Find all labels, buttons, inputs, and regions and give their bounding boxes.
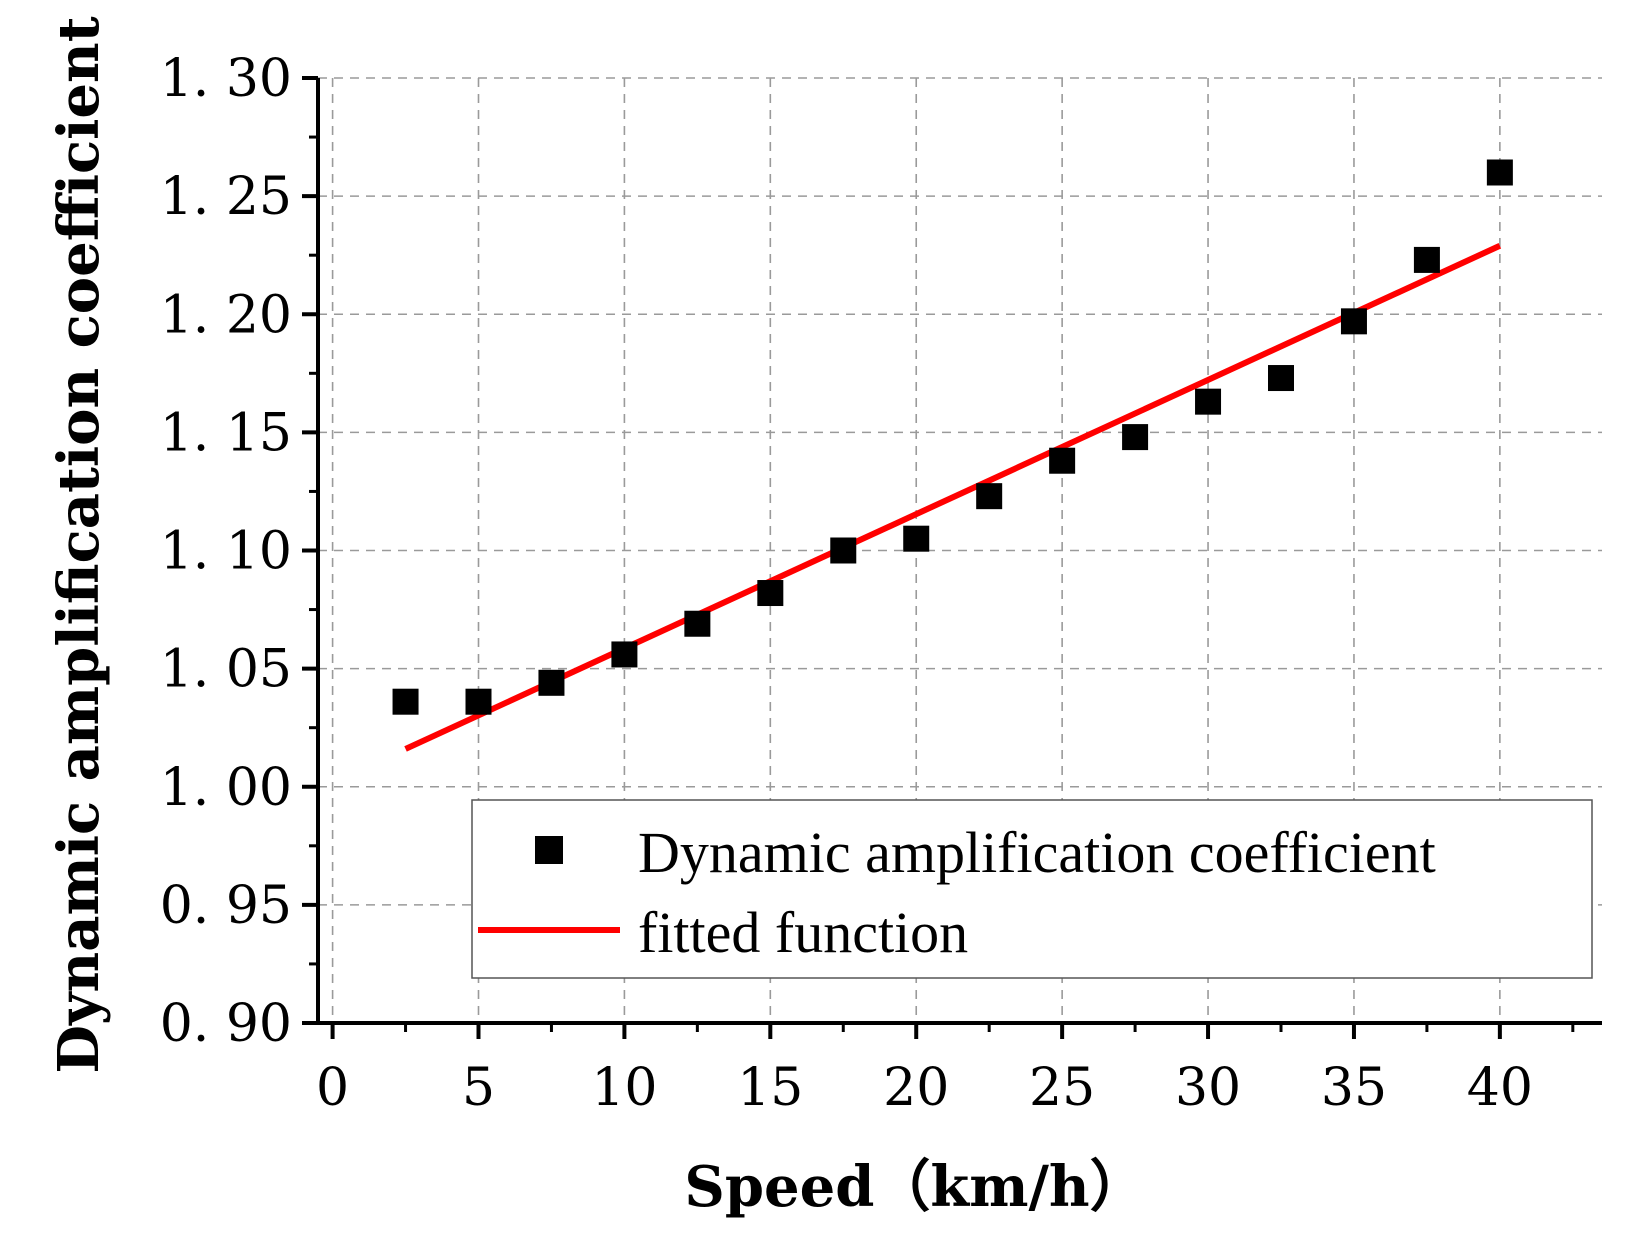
x-tick-label: 5 <box>462 1058 495 1118</box>
x-tick-label: 20 <box>883 1058 949 1118</box>
x-axis-title: Speed（km/h） <box>684 1154 1145 1220</box>
data-point <box>465 688 492 715</box>
legend-label-fit: fitted function <box>638 900 968 965</box>
x-tick-label: 40 <box>1467 1058 1533 1118</box>
data-point <box>1340 308 1367 335</box>
legend-scatter-marker <box>535 836 563 864</box>
data-point <box>684 610 711 637</box>
y-tick-label: 1. 00 <box>160 758 292 818</box>
data-point <box>903 525 930 552</box>
x-tick-label: 15 <box>737 1058 803 1118</box>
data-point <box>392 688 419 715</box>
legend: Dynamic amplification coefficient fitted… <box>471 799 1593 979</box>
data-point <box>1122 424 1149 451</box>
data-point <box>1195 388 1222 415</box>
plot-series <box>392 159 1513 752</box>
axes <box>302 76 1602 1039</box>
x-tick-label: 25 <box>1029 1058 1095 1118</box>
legend-box <box>471 799 1593 979</box>
data-point <box>1413 246 1440 273</box>
x-tick-label: 30 <box>1175 1058 1241 1118</box>
y-tick-label: 1. 20 <box>160 285 292 345</box>
y-tick-label: 1. 15 <box>160 403 292 463</box>
x-tick-label: 0 <box>316 1058 349 1118</box>
data-point <box>757 580 784 607</box>
y-tick-label: 0. 90 <box>160 994 292 1054</box>
legend-label-scatter: Dynamic amplification coefficient <box>638 820 1436 885</box>
x-tick-label: 10 <box>591 1058 657 1118</box>
tick-labels: 0. 90 0. 95 1. 00 1. 05 1. 10 1. 15 1. 20 1. 25… <box>160 49 1533 1118</box>
y-tick-label: 1. 10 <box>160 522 292 582</box>
data-point <box>1268 365 1294 392</box>
data-point <box>538 669 565 696</box>
data-point <box>976 483 1003 510</box>
y-tick-label: 1. 05 <box>160 640 292 700</box>
y-axis-title: Dynamic amplification coefficient <box>46 16 112 1073</box>
data-point <box>1049 447 1076 474</box>
y-tick-label: 1. 25 <box>160 167 292 227</box>
x-tick-label: 35 <box>1321 1058 1387 1118</box>
data-point <box>611 641 638 668</box>
data-point <box>830 537 857 564</box>
y-tick-label: 1. 30 <box>160 49 292 109</box>
data-point <box>1486 159 1513 186</box>
y-tick-label: 0. 95 <box>160 876 292 936</box>
fitted-function-line <box>404 243 1502 752</box>
